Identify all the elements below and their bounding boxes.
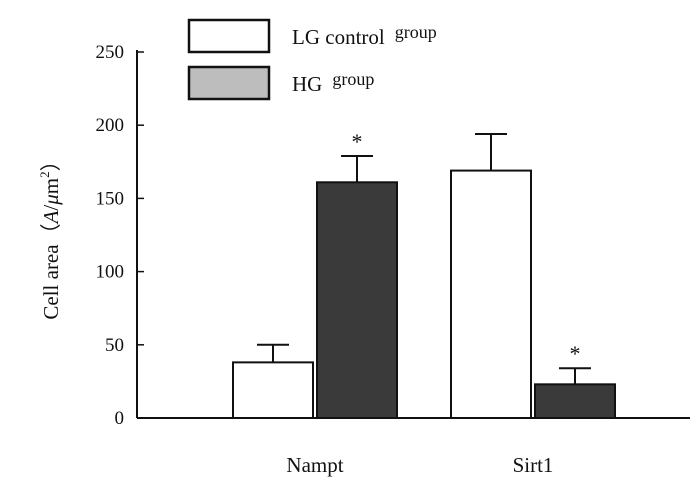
y-tick-label: 100 xyxy=(96,262,125,283)
bar xyxy=(316,181,398,419)
legend-label: LG control group xyxy=(292,22,437,49)
legend-label-main: LG control xyxy=(292,25,385,49)
axes: 0 50 100 150 200 250 xyxy=(96,42,690,429)
y-tick-label: 150 xyxy=(96,188,125,209)
bars: * Nampt * Sirt1 xyxy=(232,129,616,477)
bar xyxy=(450,169,532,419)
y-axis-label-exponent: 2 xyxy=(37,171,52,178)
y-tick-label: 250 xyxy=(96,42,125,63)
significance-marker: * xyxy=(352,129,363,154)
bar xyxy=(232,361,314,420)
significance-marker: * xyxy=(570,341,581,366)
y-axis-label-suffix: ） xyxy=(39,150,63,171)
legend-label: HG group xyxy=(292,69,374,96)
legend: LG control group HG group xyxy=(187,18,437,101)
y-axis-label-prefix: Cell area（ xyxy=(39,223,63,319)
y-axis-label-mu: μ xyxy=(39,194,63,206)
legend-label-main: HG xyxy=(292,72,322,96)
y-tick-label: 50 xyxy=(105,335,124,356)
y-axis-label-var: A xyxy=(39,210,63,225)
y-tick-label: 200 xyxy=(96,115,125,136)
legend-swatch xyxy=(187,18,271,54)
x-category-label: Sirt1 xyxy=(513,453,554,477)
bar xyxy=(534,383,616,420)
legend-label-suffix: group xyxy=(395,22,437,42)
legend-label-suffix: group xyxy=(332,69,374,89)
x-category-label: Nampt xyxy=(286,453,343,477)
legend-swatch xyxy=(187,65,271,101)
y-axis-label-slash: / xyxy=(39,205,63,211)
y-axis-label: Cell area（A/μm2） xyxy=(37,150,63,319)
y-axis-label-unit: m xyxy=(39,178,63,194)
y-tick-label: 0 xyxy=(115,408,125,429)
